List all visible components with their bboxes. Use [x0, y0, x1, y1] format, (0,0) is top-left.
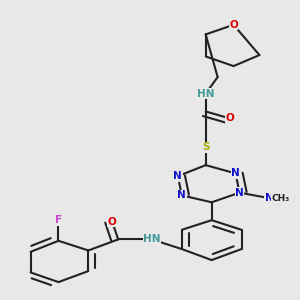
Text: O: O	[229, 20, 238, 30]
Text: N: N	[173, 171, 182, 181]
Text: N: N	[235, 188, 244, 198]
Text: CH₃: CH₃	[272, 194, 290, 203]
Text: S: S	[202, 142, 209, 152]
Text: N: N	[231, 168, 240, 178]
Text: O: O	[225, 113, 234, 123]
Text: N: N	[265, 193, 274, 203]
Text: O: O	[108, 217, 117, 226]
Text: N: N	[235, 188, 244, 198]
Text: N: N	[178, 190, 186, 200]
Text: F: F	[55, 215, 62, 225]
Text: HN: HN	[197, 88, 214, 99]
Text: HN: HN	[143, 234, 161, 244]
